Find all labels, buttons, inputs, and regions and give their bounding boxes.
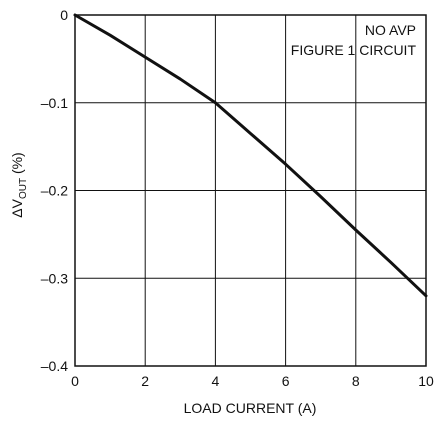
x-tick-label: 0: [71, 373, 79, 389]
x-tick-label: 8: [352, 373, 360, 389]
y-axis-title-sub: OUT: [18, 178, 29, 199]
x-tick-label: 6: [282, 373, 290, 389]
x-tick-label: 10: [418, 373, 434, 389]
x-tick-labels: 0 2 4 6 8 10: [71, 373, 434, 389]
plot-frame: [74, 14, 427, 367]
annotation-figure-circuit: FIGURE 1 CIRCUIT: [291, 42, 417, 58]
y-tick-labels: 0 –0.1 –0.2 –0.3 –0.4: [41, 7, 68, 374]
annotation-no-avp: NO AVP: [365, 22, 416, 38]
y-tick-label: –0.2: [41, 183, 68, 199]
y-axis-title-suffix: (%): [9, 152, 25, 178]
x-tick-label: 4: [212, 373, 220, 389]
y-tick-label: –0.3: [41, 270, 68, 286]
x-axis-title: LOAD CURRENT (A): [184, 400, 317, 416]
y-tick-label: 0: [60, 7, 68, 23]
series-line: [73, 13, 428, 298]
y-tick-label: –0.4: [41, 358, 68, 374]
y-axis-title-prefix: ΔV: [9, 198, 25, 217]
x-tick-label: 2: [141, 373, 149, 389]
y-axis-title: ΔVOUT (%): [9, 152, 29, 217]
grid: [74, 14, 427, 367]
y-tick-label: –0.1: [41, 95, 68, 111]
